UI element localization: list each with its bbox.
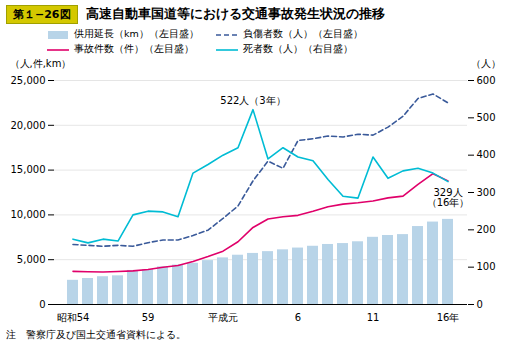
html-text:高速自動車国道等における交通事故発生状況の推移: 高速自動車国道等における交通事故発生状況の推移 <box>85 5 385 21</box>
svg-text:（人）: （人） <box>471 58 501 69</box>
svg-text:6: 6 <box>295 312 301 323</box>
html-text:第１−26図: 第１−26図 <box>13 7 71 21</box>
svg-text:400: 400 <box>477 149 496 160</box>
svg-text:59: 59 <box>142 312 155 323</box>
html-text:負傷者数（人）（左目盛）: 負傷者数（人）（左目盛） <box>242 28 363 39</box>
svg-text:11: 11 <box>367 312 380 323</box>
svg-text:522人（3年）: 522人（3年） <box>220 95 285 106</box>
html-text:供用延長（km）（左目盛）: 供用延長（km）（左目盛） <box>74 28 199 39</box>
svg-text:329人（16年）: 329人（16年） <box>427 187 470 208</box>
svg-text:16年: 16年 <box>437 312 460 323</box>
svg-text:600: 600 <box>477 75 496 86</box>
html-text:事故件数（件）（左目盛）: 事故件数（件）（左目盛） <box>74 43 194 54</box>
svg-text:10,000: 10,000 <box>11 209 46 220</box>
html-text:注 警察庁及び国土交通省資料による。: 注 警察庁及び国土交通省資料による。 <box>6 329 186 340</box>
svg-text:500: 500 <box>477 112 496 123</box>
svg-text:200: 200 <box>477 224 496 235</box>
svg-text:（人,件,km）: （人,件,km） <box>10 58 72 69</box>
svg-text:100: 100 <box>477 261 496 272</box>
svg-text:25,000: 25,000 <box>11 75 46 86</box>
svg-text:15,000: 15,000 <box>11 164 46 175</box>
svg-text:0: 0 <box>39 299 45 310</box>
svg-text:平成元: 平成元 <box>208 312 238 323</box>
svg-text:300: 300 <box>477 187 496 198</box>
html-text:死者数（人）（右目盛）: 死者数（人）（右目盛） <box>242 43 353 54</box>
svg-text:0: 0 <box>477 299 483 310</box>
svg-text:20,000: 20,000 <box>11 120 46 131</box>
svg-text:5,000: 5,000 <box>17 254 46 265</box>
svg-text:昭和54: 昭和54 <box>57 312 90 323</box>
